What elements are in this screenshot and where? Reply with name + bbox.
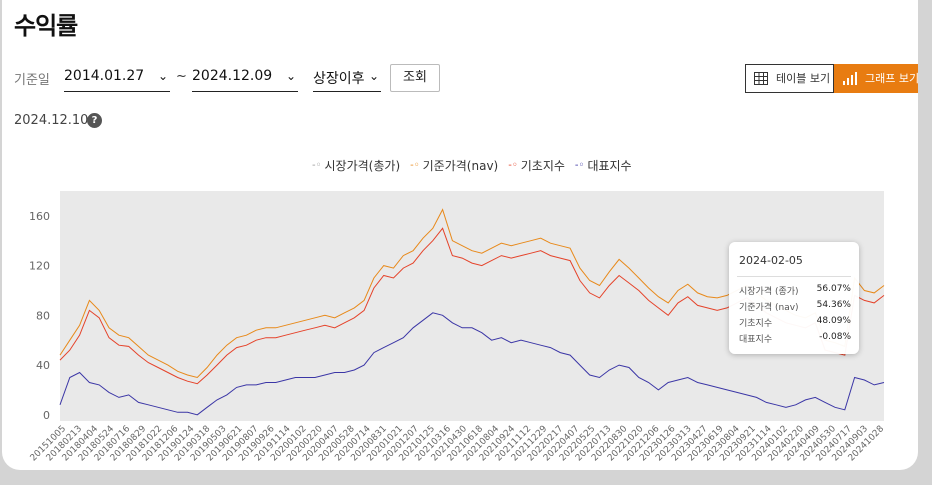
legend-marker-icon: -◦ — [574, 160, 585, 171]
legend-item[interactable]: -◦ 기초지수 — [508, 157, 565, 174]
period-value: 상장이후 — [313, 71, 365, 87]
chevron-down-icon: ⌄ — [368, 69, 379, 83]
y-tick-label: 0 — [43, 409, 50, 422]
query-button[interactable]: 조회 — [390, 64, 440, 92]
chevron-down-icon: ⌄ — [285, 69, 296, 83]
legend-label: 대표지수 — [587, 159, 632, 173]
tooltip-row-value: 48.09% — [816, 316, 851, 326]
legend-marker-icon: -◦ — [312, 160, 322, 171]
tooltip-row-value: -0.08% — [819, 332, 851, 342]
tooltip-row: 기초지수 48.09% — [739, 316, 851, 329]
bar-graph-icon — [843, 72, 857, 85]
legend-item[interactable]: -◦ 시장가격(총가) — [312, 157, 400, 174]
chart-tooltip: 2024-02-05 시장가격 (종가) 56.07% 기준가격 (nav) 54.… — [729, 242, 859, 354]
tooltip-row-value: 56.07% — [816, 284, 851, 294]
tooltip-date: 2024-02-05 — [739, 254, 803, 267]
range-tilde: ~ — [176, 69, 187, 84]
base-date-label: 기준일 — [14, 73, 50, 88]
returns-card: 수익률 기준일 2014.01.27 ⌄ ~ 2024.12.09 ⌄ 상장이후… — [2, 0, 918, 470]
graph-view-button[interactable]: 그래프 보기 — [834, 64, 918, 93]
chart-legend: -◦ 시장가격(총가) -◦ 기준가격(nav) -◦ 기초지수 -◦ 대표지수 — [312, 157, 632, 174]
tooltip-row-value: 54.36% — [816, 300, 851, 310]
legend-label: 기준가격(nav) — [422, 159, 499, 173]
as-of-date: 2024.12.10 — [14, 113, 89, 128]
legend-label: 기초지수 — [520, 159, 565, 173]
tooltip-row-label: 시장가격 (종가) — [739, 287, 799, 297]
legend-item[interactable]: -◦ 기준가격(nav) — [410, 157, 498, 174]
series-line — [59, 312, 885, 416]
y-tick-label: 80 — [36, 309, 50, 322]
tooltip-row-label: 기준가격 (nav) — [739, 303, 799, 313]
tooltip-row-label: 대표지수 — [739, 335, 773, 345]
table-view-button[interactable]: 테이블 보기 — [745, 64, 834, 93]
y-tick-label: 40 — [36, 359, 50, 372]
tooltip-row: 기준가격 (nav) 54.36% — [739, 300, 851, 313]
y-tick-label: 160 — [29, 210, 50, 223]
legend-item[interactable]: -◦ 대표지수 — [575, 157, 632, 174]
start-date-select[interactable]: 2014.01.27 ⌄ — [64, 64, 170, 92]
start-date-value: 2014.01.27 — [64, 68, 145, 84]
tooltip-row-label: 기초지수 — [739, 319, 773, 329]
legend-label: 시장가격(총가) — [324, 159, 401, 173]
help-icon[interactable]: ? — [87, 113, 102, 128]
table-icon — [754, 72, 768, 85]
tooltip-divider — [737, 276, 851, 277]
legend-marker-icon: -◦ — [508, 160, 518, 171]
graph-view-label: 그래프 보기 — [865, 72, 918, 85]
tooltip-row: 대표지수 -0.08% — [739, 332, 851, 345]
legend-marker-icon: -◦ — [410, 160, 420, 171]
end-date-value: 2024.12.09 — [192, 68, 273, 84]
period-select[interactable]: 상장이후 ⌄ — [313, 64, 381, 92]
end-date-select[interactable]: 2024.12.09 ⌄ — [192, 64, 298, 92]
y-tick-label: 120 — [29, 260, 50, 273]
chevron-down-icon: ⌄ — [157, 69, 168, 83]
tooltip-row: 시장가격 (종가) 56.07% — [739, 284, 851, 297]
page-title: 수익률 — [14, 12, 78, 40]
table-view-label: 테이블 보기 — [776, 72, 831, 85]
